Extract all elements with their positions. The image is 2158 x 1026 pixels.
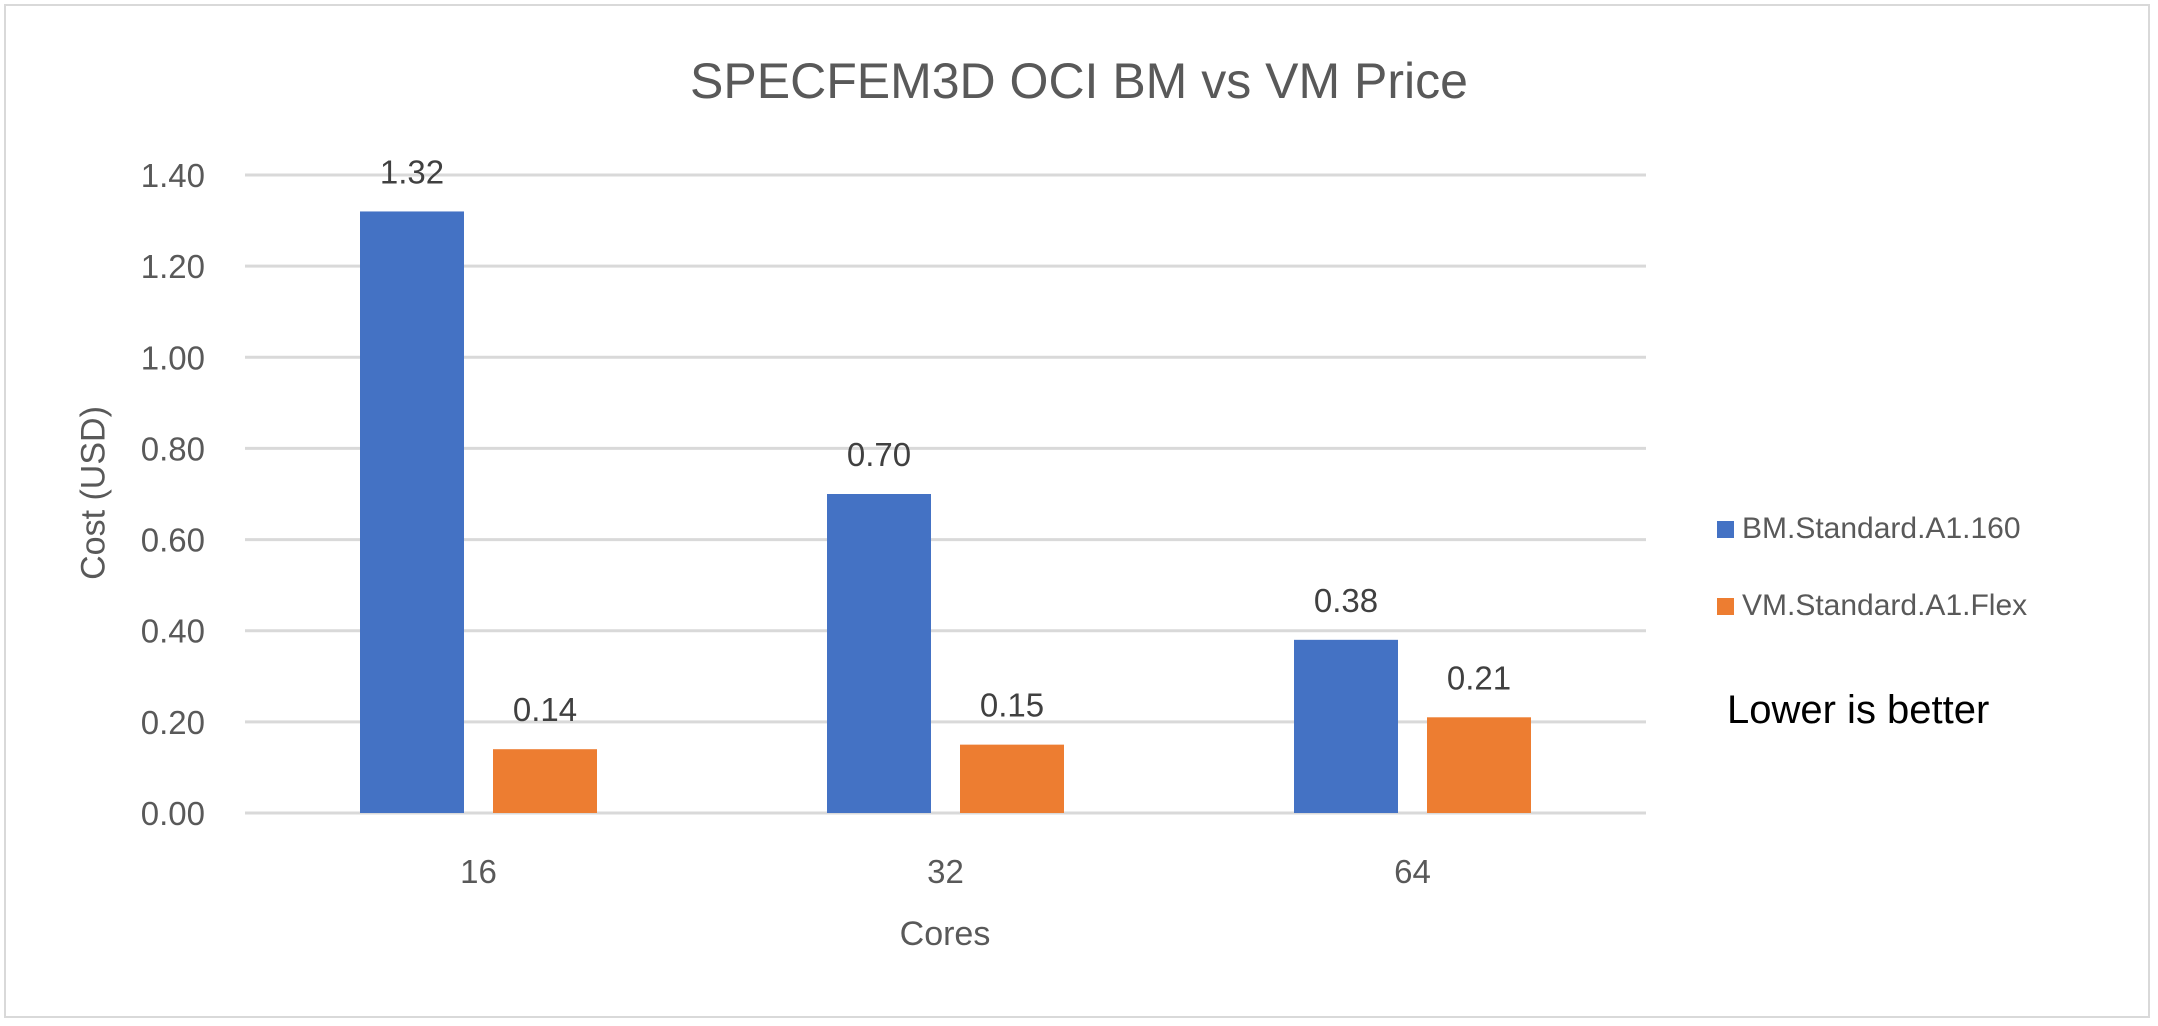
annotation-lower-is-better: Lower is better <box>1727 688 1990 732</box>
data-label: 0.15 <box>980 687 1044 724</box>
x-tick-label: 32 <box>927 853 964 890</box>
legend-label-bm: BM.Standard.A1.160 <box>1742 512 2021 545</box>
y-tick-label: 1.40 <box>141 157 205 194</box>
data-label: 0.70 <box>847 436 911 473</box>
x-tick-label: 64 <box>1394 853 1431 890</box>
x-axis-label: Cores <box>899 915 991 953</box>
bar-vm-32 <box>960 744 1064 813</box>
bar-vm-16 <box>493 749 597 813</box>
bar-bm-64 <box>1294 639 1398 813</box>
y-tick-label: 1.00 <box>141 339 205 376</box>
chart-frame <box>4 4 2150 1018</box>
x-tick-label: 16 <box>460 853 497 890</box>
data-label: 0.14 <box>513 691 577 728</box>
y-tick-label: 1.20 <box>141 248 205 285</box>
bar-bm-16 <box>360 211 464 813</box>
legend-swatch-bm <box>1717 520 1734 538</box>
y-tick-label: 0.00 <box>141 795 205 832</box>
y-tick-label: 0.40 <box>141 613 205 650</box>
legend-swatch-vm <box>1717 597 1734 615</box>
y-tick-label: 0.60 <box>141 522 205 559</box>
bar-vm-64 <box>1427 717 1531 813</box>
data-label: 0.21 <box>1447 659 1511 696</box>
legend-item-bm: BM.Standard.A1.160 <box>1717 512 2021 546</box>
data-label: 0.38 <box>1314 582 1378 619</box>
data-label: 1.32 <box>380 153 444 190</box>
y-tick-label: 0.20 <box>141 704 205 741</box>
bar-bm-32 <box>827 494 931 813</box>
y-tick-label: 0.80 <box>141 430 205 467</box>
legend-label-vm: VM.Standard.A1.Flex <box>1742 589 2028 622</box>
chart-title: SPECFEM3D OCI BM vs VM Price <box>690 53 1468 109</box>
legend-item-vm: VM.Standard.A1.Flex <box>1717 589 2027 623</box>
